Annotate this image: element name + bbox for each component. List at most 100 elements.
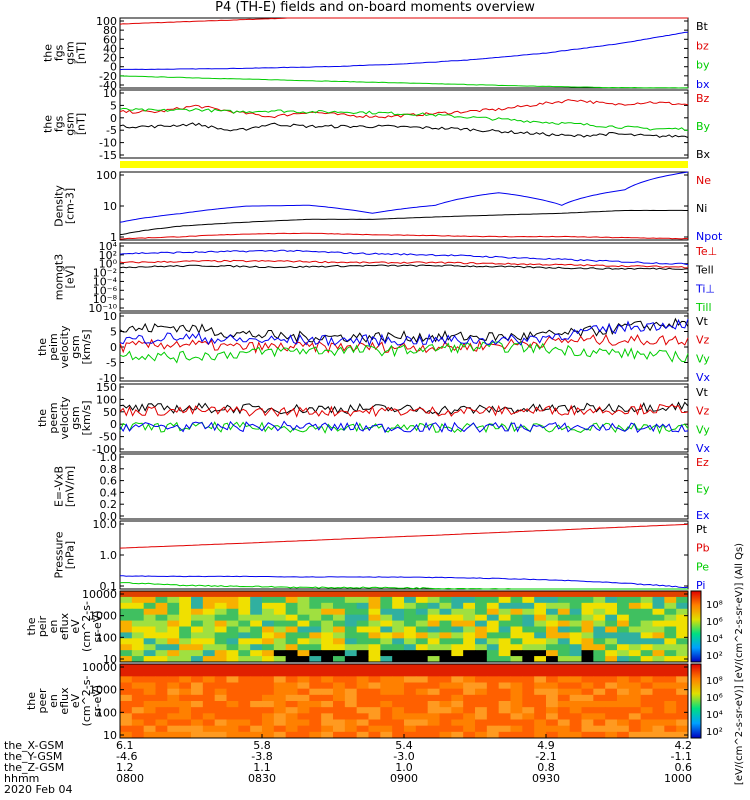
fgs-gsm-zoom-series-Bz <box>119 99 689 119</box>
spectrogram-cell <box>581 694 594 702</box>
spectrogram-cell <box>640 670 653 677</box>
spectrogram-cell <box>167 725 180 733</box>
spectrogram-cell <box>309 591 322 598</box>
spectrogram-cell <box>605 676 618 683</box>
spectrogram-cell <box>617 602 630 610</box>
spectrogram-cell <box>120 644 133 651</box>
spectrogram-cell <box>486 644 500 651</box>
spectrogram-cell <box>439 620 452 627</box>
spectrogram-cell <box>557 650 571 657</box>
ylabel-line: (cm^2-s- <box>80 601 93 652</box>
spectrogram-cell <box>510 713 523 720</box>
xaxis-row-label: the_X-GSM <box>4 739 64 752</box>
spectrogram-cell <box>510 614 523 622</box>
legend-Vz: Vz <box>696 405 710 418</box>
spectrogram-cell <box>640 664 653 671</box>
spectrogram-cell <box>475 664 488 671</box>
spectrogram-cell <box>368 694 381 702</box>
spectrogram-cell <box>676 713 689 720</box>
spectrogram-cell <box>451 602 464 610</box>
spectrogram-cell <box>368 591 381 598</box>
spectrogram-cell <box>143 731 156 739</box>
spectrogram-cell <box>617 620 630 627</box>
spectrogram-cell <box>120 591 133 598</box>
spectrogram-cell <box>167 731 180 739</box>
spectrogram-cell <box>262 731 275 739</box>
spectrogram-cell <box>640 701 653 708</box>
spectrogram-cell <box>368 670 381 677</box>
spectrogram-cell <box>214 731 227 739</box>
spectrogram-cell <box>510 602 523 610</box>
spectrogram-cell <box>226 725 239 733</box>
spectrogram-cell <box>131 632 145 639</box>
spectrogram-cell <box>202 591 216 598</box>
spectrogram-cell <box>131 608 145 616</box>
spectrogram-cell <box>486 725 500 733</box>
y-tick-label: -5 <box>106 124 117 137</box>
density-series-Npot <box>119 171 689 223</box>
legend-Vx: Vx <box>696 442 711 455</box>
spectrogram-cell <box>131 596 145 604</box>
spectrogram-cell <box>498 650 511 657</box>
spectrogram-cell <box>285 644 298 651</box>
spectrogram-cell <box>546 670 559 677</box>
legend-by: by <box>696 59 710 72</box>
spectrogram-cell <box>167 676 180 683</box>
spectrogram-cell <box>356 591 369 598</box>
spectrogram-cell <box>475 725 488 733</box>
spectrogram-cell <box>415 602 429 610</box>
spectrogram-cell <box>356 688 369 696</box>
spectrogram-cell <box>356 644 369 651</box>
spectrogram-cell <box>522 602 535 610</box>
spectrogram-cell <box>522 719 535 727</box>
spectrogram-cell <box>167 719 180 727</box>
spectrogram-cell <box>297 670 310 677</box>
spectrogram-cell <box>617 626 630 633</box>
spectrogram-cell <box>344 638 358 645</box>
spectrogram-cell <box>617 638 630 645</box>
spectrogram-cell <box>392 731 405 739</box>
spectrogram-cell <box>546 632 559 639</box>
y-tick-label: -20 <box>99 70 117 83</box>
spectrogram-cell <box>546 664 559 671</box>
spectrogram-cell <box>143 719 156 727</box>
legend-Pi: Pi <box>696 579 705 592</box>
spectrogram-cell <box>640 688 653 696</box>
spectrogram-cell <box>344 676 358 683</box>
spectrogram-cell <box>344 719 358 727</box>
spectrogram-cell <box>463 644 476 651</box>
spectrogram-cell <box>333 644 346 651</box>
spectrogram-cell <box>569 676 582 683</box>
spectrogram-cell <box>392 676 405 683</box>
spectrogram-cell <box>309 596 322 604</box>
spectrogram-cell <box>475 650 488 657</box>
spectrogram-cell <box>202 731 216 739</box>
spectrogram-cell <box>510 596 523 604</box>
spectrogram-cell <box>368 676 381 683</box>
spectrogram-cell <box>262 713 275 720</box>
spectrogram-cell <box>569 725 582 733</box>
y-tick-label: 10⁻⁶ <box>93 284 118 297</box>
spectrogram-cell <box>250 614 263 622</box>
spectrogram-cell <box>569 602 582 610</box>
pressure-ylabel: Pressure[nPa] <box>53 531 77 578</box>
peem-velocity-series-Vz <box>119 403 689 418</box>
spectrogram-cell <box>557 713 571 720</box>
spectrogram-cell <box>202 638 216 645</box>
spectrogram-cell <box>155 713 168 720</box>
spectrogram-cell <box>628 656 642 663</box>
spectrogram-cell <box>285 713 298 720</box>
spectrogram-cell <box>309 632 322 639</box>
spectrogram-cell <box>617 664 630 671</box>
spectrogram-cell <box>546 682 559 690</box>
spectrogram-cell <box>321 608 334 616</box>
spectrogram-cell <box>309 626 322 633</box>
spectrogram-cell <box>368 656 381 663</box>
spectrogram-cell <box>569 596 582 604</box>
spectrogram-cell <box>238 670 251 677</box>
xaxis-value: 0900 <box>390 772 418 785</box>
spectrogram-cell <box>120 656 133 663</box>
spectrogram-cell <box>392 707 405 714</box>
spectrogram-cell <box>250 664 263 671</box>
y-tick-label: 5 <box>110 326 117 339</box>
